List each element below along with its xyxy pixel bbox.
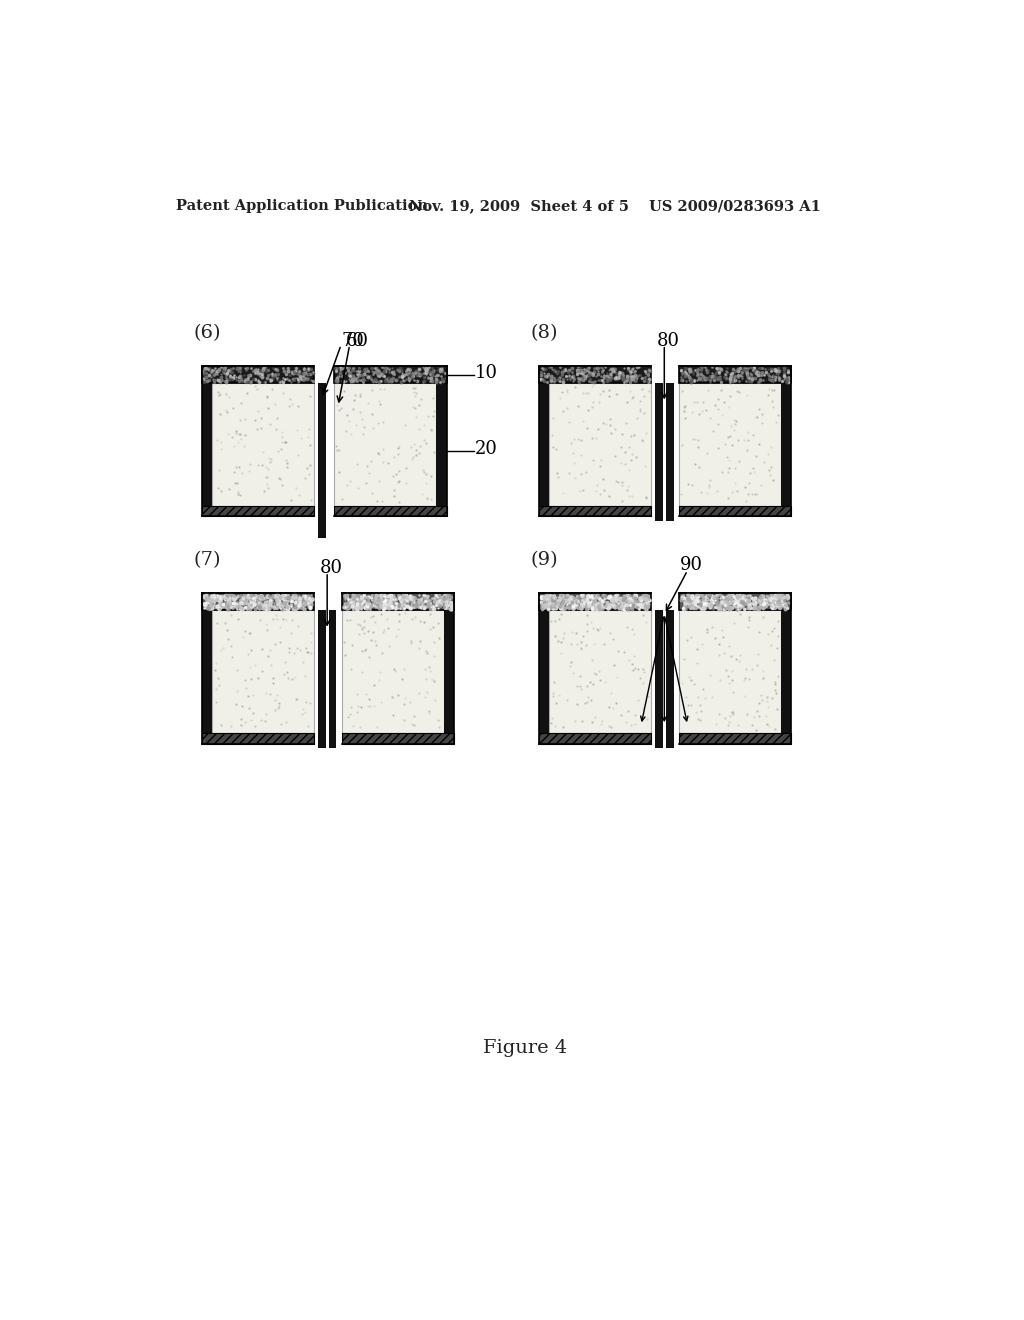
Bar — [202, 733, 314, 743]
Bar — [212, 383, 314, 506]
Bar — [539, 367, 651, 383]
Bar — [334, 506, 446, 516]
Text: 80: 80 — [656, 331, 680, 350]
Bar — [539, 383, 549, 506]
Text: 70: 70 — [341, 331, 364, 350]
Bar — [202, 733, 314, 743]
Bar — [679, 733, 792, 743]
Bar — [342, 594, 455, 610]
Bar — [202, 733, 314, 743]
Text: 60: 60 — [346, 331, 369, 350]
Bar — [781, 383, 792, 506]
Bar — [549, 383, 651, 506]
Bar — [655, 610, 663, 748]
Text: US 2009/0283693 A1: US 2009/0283693 A1 — [649, 199, 820, 213]
Bar — [334, 506, 446, 516]
Bar — [655, 383, 663, 521]
Bar — [679, 367, 792, 383]
Bar — [539, 506, 651, 516]
Bar — [666, 610, 674, 748]
Bar — [539, 506, 651, 516]
Text: 80: 80 — [319, 558, 342, 577]
Text: (8): (8) — [531, 323, 558, 342]
Bar — [539, 733, 651, 743]
Bar — [334, 367, 446, 383]
Bar — [549, 610, 651, 733]
Bar — [679, 506, 792, 516]
Bar — [679, 594, 792, 610]
Text: 20: 20 — [475, 440, 498, 458]
Bar — [444, 610, 455, 733]
Bar — [781, 610, 792, 733]
Bar — [202, 594, 314, 610]
Bar — [679, 610, 781, 733]
Bar — [679, 733, 792, 743]
Bar — [342, 733, 455, 743]
Bar — [334, 367, 446, 383]
Bar — [202, 367, 314, 383]
Bar — [342, 733, 455, 743]
Text: Nov. 19, 2009  Sheet 4 of 5: Nov. 19, 2009 Sheet 4 of 5 — [410, 199, 630, 213]
Bar — [202, 367, 314, 383]
Bar — [202, 610, 212, 733]
Bar — [539, 367, 651, 383]
Bar — [202, 506, 314, 516]
Bar — [539, 506, 651, 516]
Bar — [342, 610, 444, 733]
Bar — [202, 506, 314, 516]
Bar — [679, 506, 792, 516]
Text: (6): (6) — [194, 323, 221, 342]
Text: (7): (7) — [194, 552, 221, 569]
Bar — [539, 594, 651, 610]
Bar — [539, 610, 549, 733]
Bar — [679, 383, 781, 506]
Bar — [539, 733, 651, 743]
Bar — [212, 610, 314, 733]
Bar — [329, 610, 337, 748]
Bar — [539, 594, 651, 610]
Bar — [202, 594, 314, 610]
Bar — [317, 610, 326, 748]
Text: 90: 90 — [680, 557, 702, 574]
Bar — [679, 594, 792, 610]
Bar — [317, 383, 326, 539]
Bar — [539, 733, 651, 743]
Text: Figure 4: Figure 4 — [482, 1039, 567, 1057]
Bar — [679, 506, 792, 516]
Text: Patent Application Publication: Patent Application Publication — [176, 199, 428, 213]
Text: (9): (9) — [531, 552, 559, 569]
Bar — [202, 383, 212, 506]
Bar — [679, 733, 792, 743]
Bar — [679, 367, 792, 383]
Bar — [334, 506, 446, 516]
Bar — [666, 383, 674, 521]
Text: 10: 10 — [475, 364, 499, 383]
Bar — [202, 506, 314, 516]
Bar — [342, 594, 455, 610]
Bar — [436, 383, 446, 506]
Bar — [342, 733, 455, 743]
Bar — [334, 383, 436, 506]
